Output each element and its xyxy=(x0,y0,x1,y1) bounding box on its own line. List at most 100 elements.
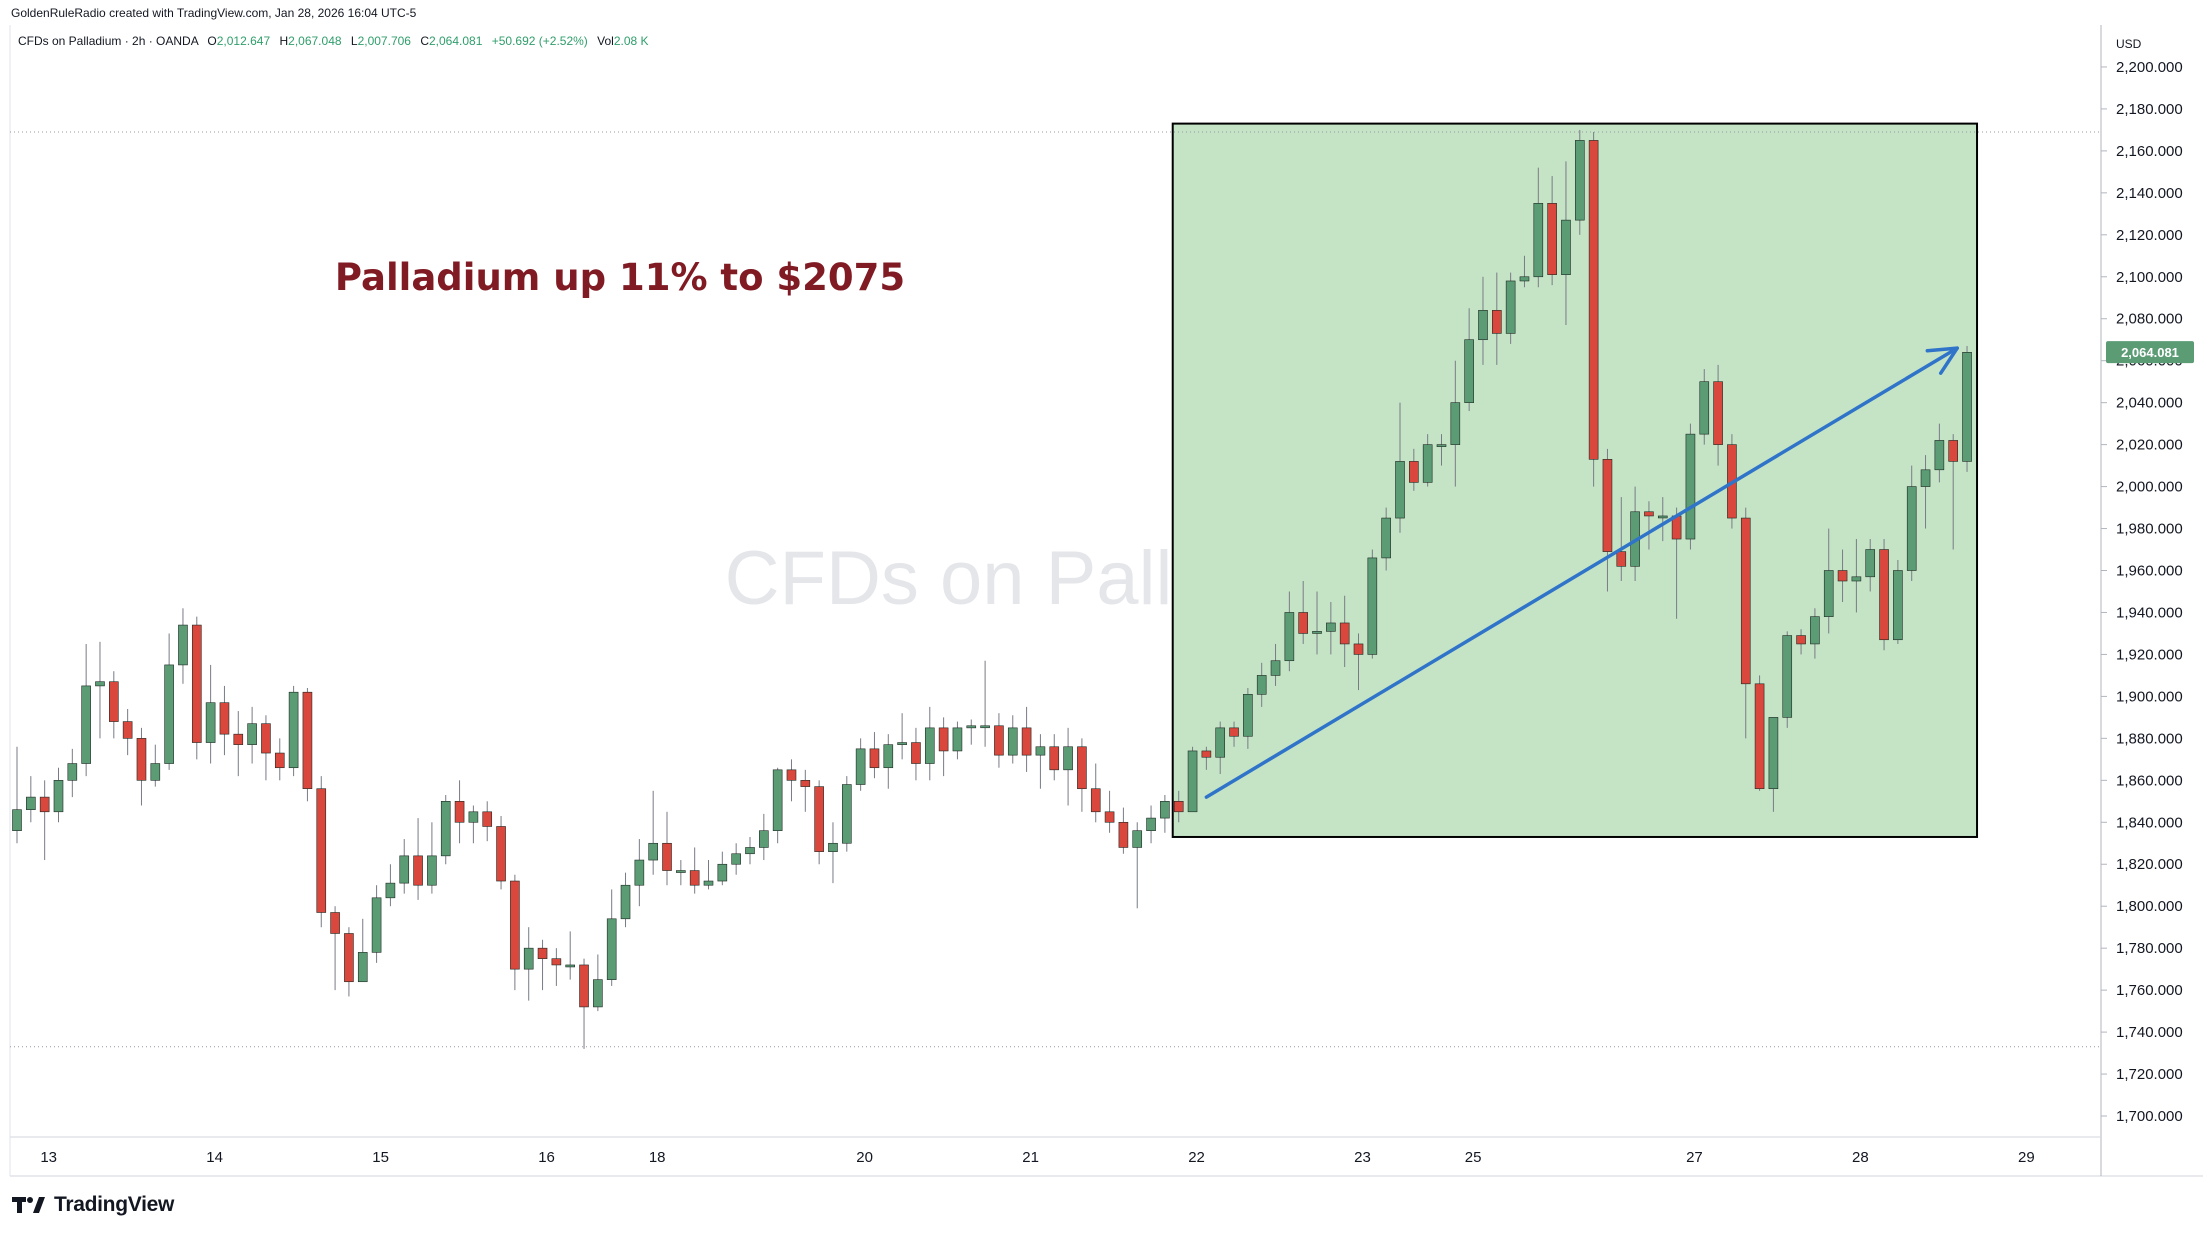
candle-body xyxy=(1810,616,1820,645)
candle xyxy=(109,671,119,739)
candle xyxy=(1644,501,1654,550)
x-tick-label: 21 xyxy=(1022,1149,1039,1166)
x-tick-label: 28 xyxy=(1852,1149,1869,1166)
candle xyxy=(357,918,368,983)
symbol-name[interactable]: CFDs on Palladium · 2h · OANDA xyxy=(18,34,199,48)
candle-body xyxy=(39,796,50,813)
y-tick-label: 2,120.000 xyxy=(2116,227,2183,244)
candle-body xyxy=(150,763,161,781)
y-tick-label: 2,000.000 xyxy=(2116,479,2183,496)
candle xyxy=(1823,528,1834,634)
candle-body xyxy=(1118,821,1129,848)
candle-body xyxy=(855,748,866,785)
candle xyxy=(980,660,990,747)
candle-body xyxy=(1021,727,1032,756)
candle xyxy=(219,685,230,756)
candle-body xyxy=(662,842,672,871)
candle xyxy=(759,813,769,861)
candle-body xyxy=(897,742,907,745)
candle-body xyxy=(1381,517,1391,559)
candle-body xyxy=(53,780,64,813)
candle xyxy=(1962,346,1972,472)
candle-body xyxy=(980,725,990,729)
candle xyxy=(302,688,313,802)
highlight-box xyxy=(1171,122,1979,838)
trend-arrow-head xyxy=(1925,346,1959,375)
candle xyxy=(261,715,271,781)
candle-body xyxy=(689,870,700,886)
candle-body xyxy=(676,870,686,873)
candle xyxy=(689,847,700,894)
candle-body xyxy=(731,853,741,865)
candle xyxy=(344,927,354,997)
candle xyxy=(1740,507,1751,739)
candle-body xyxy=(1644,511,1654,517)
candle xyxy=(855,738,866,791)
candle xyxy=(938,717,949,777)
tradingview-logo-icon xyxy=(12,1197,45,1213)
candle-body xyxy=(1657,515,1668,519)
candle-body xyxy=(1561,219,1571,275)
candle xyxy=(1146,805,1156,844)
candle-body xyxy=(26,796,36,810)
candle-body xyxy=(786,769,797,781)
candle-body xyxy=(1851,576,1862,582)
candle xyxy=(1326,601,1336,655)
y-tick-label: 2,160.000 xyxy=(2116,143,2183,160)
candle-body xyxy=(1934,440,1945,471)
candle xyxy=(1478,276,1488,365)
currency-label: USD xyxy=(2116,37,2142,51)
candle xyxy=(1699,369,1710,445)
candle-body xyxy=(1893,570,1903,641)
candle-body xyxy=(1339,622,1350,645)
candle-body xyxy=(841,784,852,844)
candle xyxy=(1007,715,1018,764)
candle xyxy=(924,706,935,781)
candle xyxy=(413,818,423,900)
candle xyxy=(482,801,493,842)
y-tick-label: 1,960.000 xyxy=(2116,563,2183,580)
candle-body xyxy=(703,880,714,886)
trend-arrow-line xyxy=(1204,346,1959,799)
candle-body xyxy=(1492,310,1502,334)
candle-body xyxy=(745,847,755,855)
candle xyxy=(537,939,548,991)
candle-body xyxy=(1256,675,1267,695)
volume-value: 2.08 K xyxy=(613,34,649,48)
candle xyxy=(1063,727,1073,806)
candle xyxy=(1312,591,1322,655)
annotation-text: Palladium up 11% to $2075 xyxy=(335,256,905,299)
candle-body xyxy=(1063,746,1073,771)
candle xyxy=(1906,465,1917,581)
candle-body xyxy=(427,855,437,886)
candle-body xyxy=(537,947,548,959)
x-tick-label: 27 xyxy=(1686,1149,1703,1166)
candle-body xyxy=(593,979,603,1008)
open-value: 2,012.647 xyxy=(216,34,271,48)
candle xyxy=(205,664,216,764)
candle-body xyxy=(814,786,824,852)
highlight-layer xyxy=(1171,122,1979,838)
candle-body xyxy=(772,769,783,831)
candle-body xyxy=(164,664,174,764)
candle-body xyxy=(620,884,631,920)
candle xyxy=(371,885,382,963)
candle xyxy=(1588,132,1599,487)
candle-body xyxy=(219,702,230,735)
candle-body xyxy=(496,826,506,882)
candle-body xyxy=(136,738,147,781)
y-tick-label: 2,200.000 xyxy=(2116,59,2183,76)
tradingview-logo[interactable]: TradingView xyxy=(12,1193,174,1217)
candle xyxy=(1810,608,1820,659)
candle xyxy=(136,727,147,806)
candle xyxy=(1243,688,1253,749)
candle-body xyxy=(510,880,520,970)
x-tick-label: 14 xyxy=(206,1149,223,1166)
candle xyxy=(330,906,340,991)
candle-body xyxy=(911,742,921,764)
candle-body xyxy=(1837,570,1848,582)
candle-body xyxy=(1865,549,1876,578)
candle xyxy=(1505,272,1516,344)
candle-body xyxy=(1353,643,1364,655)
